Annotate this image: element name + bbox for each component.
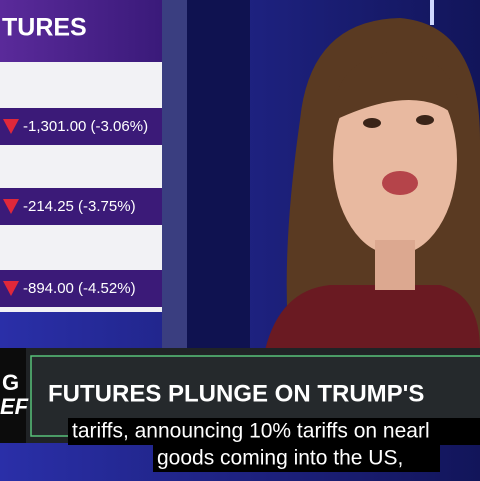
- studio-light: [430, 0, 434, 25]
- row-value: -214.25 (-3.75%): [23, 198, 136, 215]
- caption-line: tariffs, announcing 10% tariffs on nearl: [72, 420, 430, 443]
- board-title: TURES: [2, 14, 87, 42]
- caption-bg: [68, 418, 480, 445]
- logo-box: [0, 348, 26, 443]
- logo-text: G: [2, 370, 19, 395]
- board-header: [0, 0, 162, 62]
- row-value: -894.00 (-4.52%): [23, 280, 136, 297]
- caption-line: goods coming into the US,: [157, 447, 403, 470]
- presenter: [265, 18, 480, 350]
- down-arrow: [3, 119, 19, 134]
- row-bar: [0, 188, 162, 225]
- row-bar: [0, 108, 162, 145]
- caption-bg: [153, 445, 440, 472]
- down-arrow: [3, 281, 19, 296]
- logo-text: EF: [0, 394, 29, 419]
- studio-pillar: [185, 0, 250, 350]
- down-arrow: [3, 199, 19, 214]
- board-edge: [162, 0, 187, 350]
- row-bar: [0, 270, 162, 307]
- headline: FUTURES PLUNGE ON TRUMP'S: [48, 380, 424, 407]
- row-value: -1,301.00 (-3.06%): [23, 118, 148, 135]
